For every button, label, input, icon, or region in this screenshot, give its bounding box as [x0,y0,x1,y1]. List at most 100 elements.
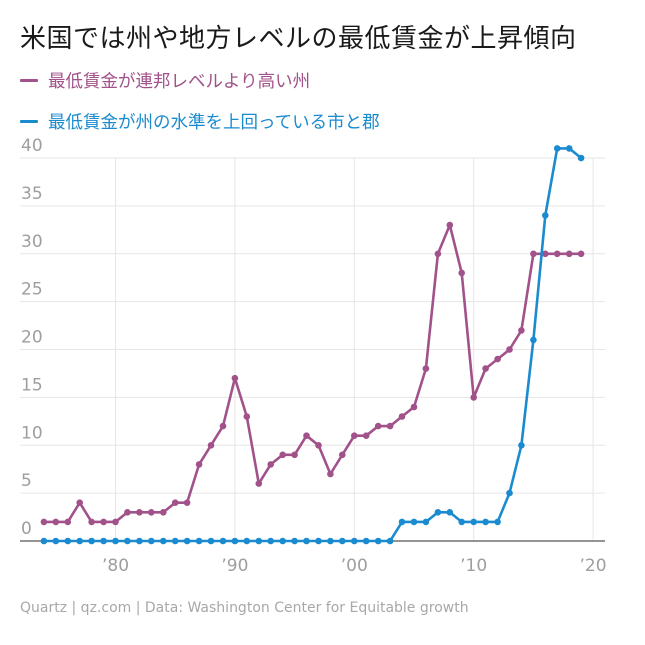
data-point-0 [494,355,501,363]
data-point-1 [231,537,239,545]
data-point-0 [530,250,537,258]
legend-item-cities: 最低賃金が州の水準を上回っている市と郡 [20,109,380,133]
data-point-1 [351,537,358,545]
data-point-0 [76,499,83,507]
data-point-0 [291,451,298,459]
y-tick-label: 0 [21,519,32,539]
y-tick-label: 35 [21,184,43,204]
source-footer: Quartz | qz.com | Data: Washington Cente… [20,600,469,616]
data-point-0 [303,432,310,440]
data-point-0 [88,518,95,526]
legend: 最低賃金が連邦レベルより高い州 最低賃金が州の水準を上回っている市と郡 [20,68,380,150]
data-point-1 [458,518,466,526]
data-point-1 [339,537,346,545]
data-point-0 [64,518,72,526]
data-point-0 [231,374,239,382]
data-point-1 [374,537,382,545]
data-point-1 [422,518,430,526]
data-point-0 [446,221,454,229]
data-point-1 [518,442,525,449]
data-point-1 [267,537,275,545]
data-point-1 [506,489,513,497]
data-point-1 [100,537,107,545]
data-point-1 [362,537,370,545]
data-point-0 [52,518,60,526]
data-point-1 [40,537,48,545]
data-point-1 [482,518,489,526]
data-point-1 [207,537,215,545]
data-point-0 [315,442,322,449]
data-point-1 [160,537,167,545]
data-point-0 [207,442,215,449]
data-point-1 [255,537,263,545]
legend-label-cities: 最低賃金が州の水準を上回っている市と郡 [48,112,380,133]
data-point-1 [195,537,203,545]
data-point-1 [136,537,143,545]
data-point-0 [565,250,573,258]
data-point-0 [267,461,275,468]
legend-swatch-cities [20,119,38,123]
data-point-0 [374,422,382,430]
data-point-1 [470,518,478,526]
data-point-1 [446,509,454,516]
y-tick-label: 30 [21,232,43,252]
data-point-0 [482,365,489,372]
legend-item-states: 最低賃金が連邦レベルより高い州 [20,68,380,92]
data-point-1 [327,537,334,545]
series-line-0 [42,223,583,524]
y-tick-label: 15 [21,375,43,395]
data-point-0 [339,451,346,459]
data-point-1 [88,537,95,545]
y-tick-label: 5 [21,471,32,491]
data-point-1 [291,537,298,545]
data-point-1 [315,537,322,545]
data-point-1 [410,518,418,526]
data-point-0 [577,250,585,258]
data-point-0 [279,451,287,459]
data-point-0 [136,509,143,516]
data-point-1 [434,509,442,516]
data-point-1 [565,145,573,152]
data-point-0 [160,509,167,516]
data-point-1 [303,537,310,545]
data-point-1 [64,537,72,545]
data-point-0 [410,403,418,411]
data-point-1 [124,537,131,545]
data-point-0 [327,470,334,478]
data-point-1 [76,537,83,545]
data-point-1 [148,537,155,545]
data-point-0 [362,432,370,440]
x-tick-label: ’10 [460,556,487,576]
chart-title: 米国では州や地方レベルの最低賃金が上昇傾向 [20,24,577,54]
data-point-1 [243,537,251,545]
data-point-1 [112,537,119,545]
data-point-0 [219,422,227,430]
data-point-0 [40,518,48,526]
y-tick-label: 40 [21,136,43,156]
y-tick-label: 20 [21,328,43,348]
data-point-0 [124,509,131,516]
y-tick-label: 25 [21,280,43,300]
data-point-0 [255,480,263,487]
data-point-0 [398,413,406,420]
data-point-0 [351,432,358,440]
data-point-1 [183,537,191,545]
y-tick-label: 10 [21,423,43,443]
x-tick-label: ’20 [580,556,607,576]
data-point-0 [195,461,203,468]
x-tick-label: ’00 [341,556,368,576]
data-point-1 [279,537,287,545]
data-point-0 [434,250,442,258]
x-tick-label: ’80 [102,556,129,576]
data-point-0 [422,365,430,372]
data-point-0 [183,499,191,507]
data-point-1 [52,537,60,545]
data-point-1 [553,145,561,152]
data-point-0 [148,509,155,516]
x-tick-label: ’90 [221,556,248,576]
data-point-1 [171,537,179,545]
data-point-1 [398,518,406,526]
data-point-0 [243,413,251,420]
data-point-0 [171,499,179,507]
data-point-1 [219,537,227,545]
